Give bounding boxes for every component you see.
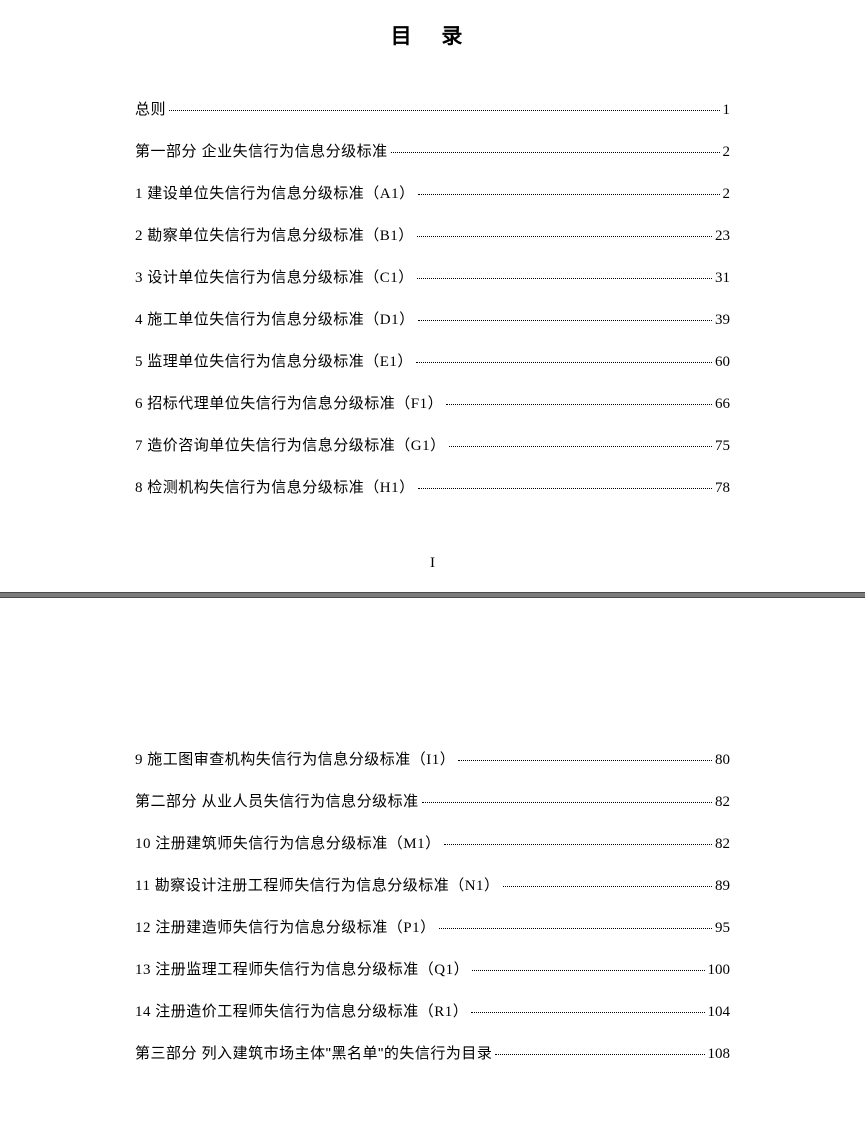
toc-entry-pagenum: 2: [723, 140, 731, 164]
toc-dot-leader: [472, 970, 704, 971]
page-number-indicator: I: [135, 555, 730, 572]
toc-entry-label: 10 注册建筑师失信行为信息分级标准（M1）: [135, 832, 441, 856]
toc-entry-pagenum: 78: [715, 476, 730, 500]
toc-entry-label: 12 注册建造师失信行为信息分级标准（P1）: [135, 916, 436, 940]
toc-entry-label: 11 勘察设计注册工程师失信行为信息分级标准（N1）: [135, 874, 500, 898]
toc-dot-leader: [418, 320, 712, 321]
toc-dot-leader: [471, 1012, 704, 1013]
toc-dot-leader: [418, 194, 720, 195]
toc-dot-leader: [444, 844, 712, 845]
toc-entry-label: 5 监理单位失信行为信息分级标准（E1）: [135, 350, 413, 374]
toc-dot-leader: [439, 928, 712, 929]
toc-dot-leader: [422, 802, 712, 803]
toc-entry-pagenum: 31: [715, 266, 730, 290]
toc-entry-label: 8 检测机构失信行为信息分级标准（H1）: [135, 476, 415, 500]
toc-entry-label: 第一部分 企业失信行为信息分级标准: [135, 140, 388, 164]
toc-entry-label: 1 建设单位失信行为信息分级标准（A1）: [135, 182, 415, 206]
toc-entry: 8 检测机构失信行为信息分级标准（H1） 78: [135, 476, 730, 500]
toc-entry: 13 注册监理工程师失信行为信息分级标准（Q1） 100: [135, 958, 730, 982]
toc-dot-leader: [449, 446, 712, 447]
toc-entry-label: 3 设计单位失信行为信息分级标准（C1）: [135, 266, 414, 290]
toc-dot-leader: [169, 110, 719, 111]
toc-entry: 9 施工图审查机构失信行为信息分级标准（I1） 80: [135, 748, 730, 772]
document-page-2: 9 施工图审查机构失信行为信息分级标准（I1） 80 第二部分 从业人员失信行为信息…: [0, 598, 865, 1124]
toc-dot-leader: [418, 488, 712, 489]
toc-dot-leader: [503, 886, 712, 887]
toc-dot-leader: [391, 152, 720, 153]
toc-entry-pagenum: 60: [715, 350, 730, 374]
toc-entry-pagenum: 108: [708, 1042, 731, 1066]
toc-entry-label: 6 招标代理单位失信行为信息分级标准（F1）: [135, 392, 443, 416]
toc-title: 目 录: [135, 20, 730, 50]
toc-dot-leader: [416, 362, 712, 363]
toc-entry-pagenum: 2: [723, 182, 731, 206]
toc-dot-leader: [417, 278, 712, 279]
toc-dot-leader: [458, 760, 712, 761]
toc-entry: 14 注册造价工程师失信行为信息分级标准（R1） 104: [135, 1000, 730, 1024]
toc-entry-pagenum: 80: [715, 748, 730, 772]
toc-entry-pagenum: 95: [715, 916, 730, 940]
toc-entry-pagenum: 89: [715, 874, 730, 898]
toc-entry-pagenum: 82: [715, 790, 730, 814]
toc-entry: 12 注册建造师失信行为信息分级标准（P1） 95: [135, 916, 730, 940]
toc-entry: 11 勘察设计注册工程师失信行为信息分级标准（N1） 89: [135, 874, 730, 898]
toc-entry-label: 总则: [135, 98, 166, 122]
toc-entry-pagenum: 23: [715, 224, 730, 248]
toc-entry: 7 造价咨询单位失信行为信息分级标准（G1） 75: [135, 434, 730, 458]
toc-entry-pagenum: 1: [723, 98, 731, 122]
toc-entry-pagenum: 75: [715, 434, 730, 458]
toc-entry-label: 7 造价咨询单位失信行为信息分级标准（G1）: [135, 434, 446, 458]
toc-entry: 总则 1: [135, 98, 730, 122]
toc-list-page2: 9 施工图审查机构失信行为信息分级标准（I1） 80 第二部分 从业人员失信行为信息…: [135, 748, 730, 1066]
toc-entry: 2 勘察单位失信行为信息分级标准（B1） 23: [135, 224, 730, 248]
toc-entry-label: 9 施工图审查机构失信行为信息分级标准（I1）: [135, 748, 455, 772]
toc-entry: 4 施工单位失信行为信息分级标准（D1） 39: [135, 308, 730, 332]
toc-dot-leader: [417, 236, 712, 237]
toc-entry-pagenum: 100: [708, 958, 731, 982]
toc-entry: 5 监理单位失信行为信息分级标准（E1） 60: [135, 350, 730, 374]
toc-entry: 第一部分 企业失信行为信息分级标准 2: [135, 140, 730, 164]
toc-entry: 1 建设单位失信行为信息分级标准（A1） 2: [135, 182, 730, 206]
toc-entry: 3 设计单位失信行为信息分级标准（C1） 31: [135, 266, 730, 290]
toc-entry-label: 第二部分 从业人员失信行为信息分级标准: [135, 790, 419, 814]
toc-entry-label: 14 注册造价工程师失信行为信息分级标准（R1）: [135, 1000, 468, 1024]
toc-entry: 10 注册建筑师失信行为信息分级标准（M1） 82: [135, 832, 730, 856]
toc-entry-label: 2 勘察单位失信行为信息分级标准（B1）: [135, 224, 414, 248]
toc-entry-pagenum: 39: [715, 308, 730, 332]
toc-entry-pagenum: 66: [715, 392, 730, 416]
toc-entry: 6 招标代理单位失信行为信息分级标准（F1） 66: [135, 392, 730, 416]
toc-entry-pagenum: 104: [708, 1000, 731, 1024]
toc-entry-label: 13 注册监理工程师失信行为信息分级标准（Q1）: [135, 958, 469, 982]
toc-dot-leader: [446, 404, 712, 405]
toc-entry: 第二部分 从业人员失信行为信息分级标准 82: [135, 790, 730, 814]
document-page-1: 目 录 总则1第一部分 企业失信行为信息分级标准21 建设单位失信行为信息分级标…: [0, 0, 865, 592]
toc-entry-label: 4 施工单位失信行为信息分级标准（D1）: [135, 308, 415, 332]
toc-entry-label: 第三部分 列入建筑市场主体"黑名单"的失信行为目录: [135, 1042, 492, 1066]
toc-list-page1: 总则1第一部分 企业失信行为信息分级标准21 建设单位失信行为信息分级标准（A1…: [135, 98, 730, 500]
toc-entry-pagenum: 82: [715, 832, 730, 856]
toc-dot-leader: [495, 1054, 704, 1055]
toc-entry: 第三部分 列入建筑市场主体"黑名单"的失信行为目录 108: [135, 1042, 730, 1066]
